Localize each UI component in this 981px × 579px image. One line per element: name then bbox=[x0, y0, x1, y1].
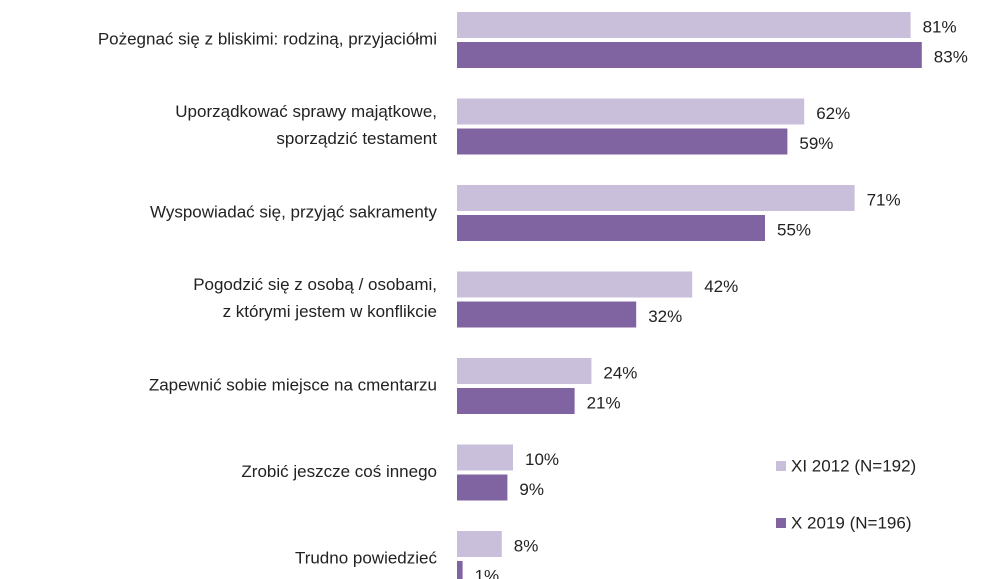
bar bbox=[457, 388, 575, 414]
bar bbox=[457, 358, 592, 384]
value-label: 81% bbox=[923, 17, 957, 36]
category-label: Pogodzić się z osobą / osobami, z którymi… bbox=[193, 275, 437, 321]
bar bbox=[457, 42, 922, 68]
bar bbox=[457, 128, 788, 155]
value-label: 59% bbox=[799, 134, 833, 153]
bar bbox=[457, 215, 765, 241]
bar bbox=[457, 271, 693, 298]
value-label: 71% bbox=[867, 190, 901, 209]
category-label: Wyspowiadać się, przyjąć sakramenty bbox=[150, 202, 438, 221]
bar bbox=[457, 561, 463, 579]
value-label: 55% bbox=[777, 220, 811, 239]
bar bbox=[457, 301, 637, 328]
category-label: Pożegnać się z bliskimi: rodziną, przyja… bbox=[98, 29, 437, 48]
category-label: Zapewnić sobie miejsce na cmentarzu bbox=[149, 375, 437, 394]
value-label: 10% bbox=[525, 450, 559, 469]
bar bbox=[457, 98, 805, 125]
bar bbox=[457, 444, 513, 471]
bar bbox=[457, 185, 855, 211]
bar bbox=[457, 531, 502, 557]
value-label: 8% bbox=[514, 536, 539, 555]
legend-swatch bbox=[776, 518, 786, 528]
value-label: 62% bbox=[816, 104, 850, 123]
value-label: 9% bbox=[519, 480, 544, 499]
value-label: 24% bbox=[603, 363, 637, 382]
legend-label: XI 2012 (N=192) bbox=[791, 456, 916, 475]
value-label: 1% bbox=[475, 566, 500, 579]
value-label: 83% bbox=[934, 47, 968, 66]
bar bbox=[457, 12, 911, 38]
value-label: 42% bbox=[704, 277, 738, 296]
legend-swatch bbox=[776, 461, 786, 471]
value-label: 21% bbox=[587, 393, 621, 412]
value-label: 32% bbox=[648, 307, 682, 326]
category-label: Zrobić jeszcze coś innego bbox=[241, 462, 437, 481]
category-label: Trudno powiedzieć bbox=[295, 548, 438, 567]
bar bbox=[457, 474, 508, 501]
legend-label: X 2019 (N=196) bbox=[791, 513, 912, 532]
category-label: Uporządkować sprawy majątkowe, sporządzić… bbox=[175, 102, 437, 148]
